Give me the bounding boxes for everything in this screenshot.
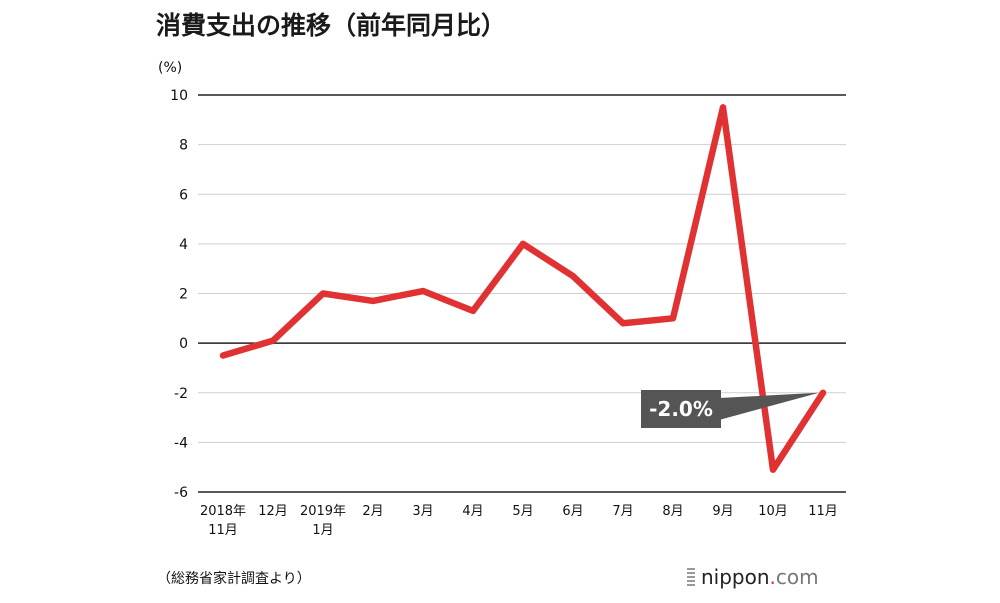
x-tick-label: 4月 [462,504,483,519]
y-tick-label: 8 [179,138,188,154]
x-tick-labels: 2018年 11月 12月 2019年 1月 2月 3月 4月 5月 6月 7月 8月 9月 10月 11月 [200,504,838,538]
y-tick-label: 6 [179,187,188,203]
y-tick-label: -6 [174,485,188,501]
brand-logo: nippon. com [687,565,819,589]
x-tick-label: 1月 [312,523,333,538]
brand-name: nippon [701,565,770,589]
x-tick-label: 8月 [662,504,683,519]
x-tick-label: 12月 [258,504,288,519]
annotation-pointer [719,392,819,420]
x-tick-label: 2月 [362,504,383,519]
y-tick-label: -2 [174,386,188,402]
brand-tld: com [775,565,819,589]
brand-dot: . [769,565,776,589]
y-tick-label: 0 [179,336,188,352]
annotation-label: -2.0% [649,397,713,421]
y-tick-label: -4 [174,435,188,451]
annotation-box [641,390,721,428]
y-unit-label: (%) [158,60,182,76]
gridlines [198,94,846,493]
x-tick-label: 3月 [412,504,433,519]
x-tick-label: 7月 [612,504,633,519]
y-tick-label: 2 [179,287,188,303]
y-tick-label: 4 [179,237,188,253]
brand-mark-icon [687,568,695,586]
x-tick-label: 5月 [512,504,533,519]
source-note: （総務省家計調査より） [157,571,311,587]
chart-title: 消費支出の推移（前年同月比） [156,11,507,40]
x-tick-label: 2019年 [300,504,346,519]
x-tick-label: 10月 [758,504,788,519]
y-tick-labels: 10 8 6 4 2 0 -2 -4 -6 [170,88,188,501]
series-group [219,104,827,473]
x-tick-label: 11月 [208,523,238,538]
x-tick-label: 2018年 [200,504,246,519]
x-tick-label: 9月 [712,504,733,519]
y-tick-label: 10 [170,88,188,104]
annotation-group: -2.0% [641,390,819,428]
x-tick-label: 11月 [808,504,838,519]
x-tick-label: 6月 [562,504,583,519]
